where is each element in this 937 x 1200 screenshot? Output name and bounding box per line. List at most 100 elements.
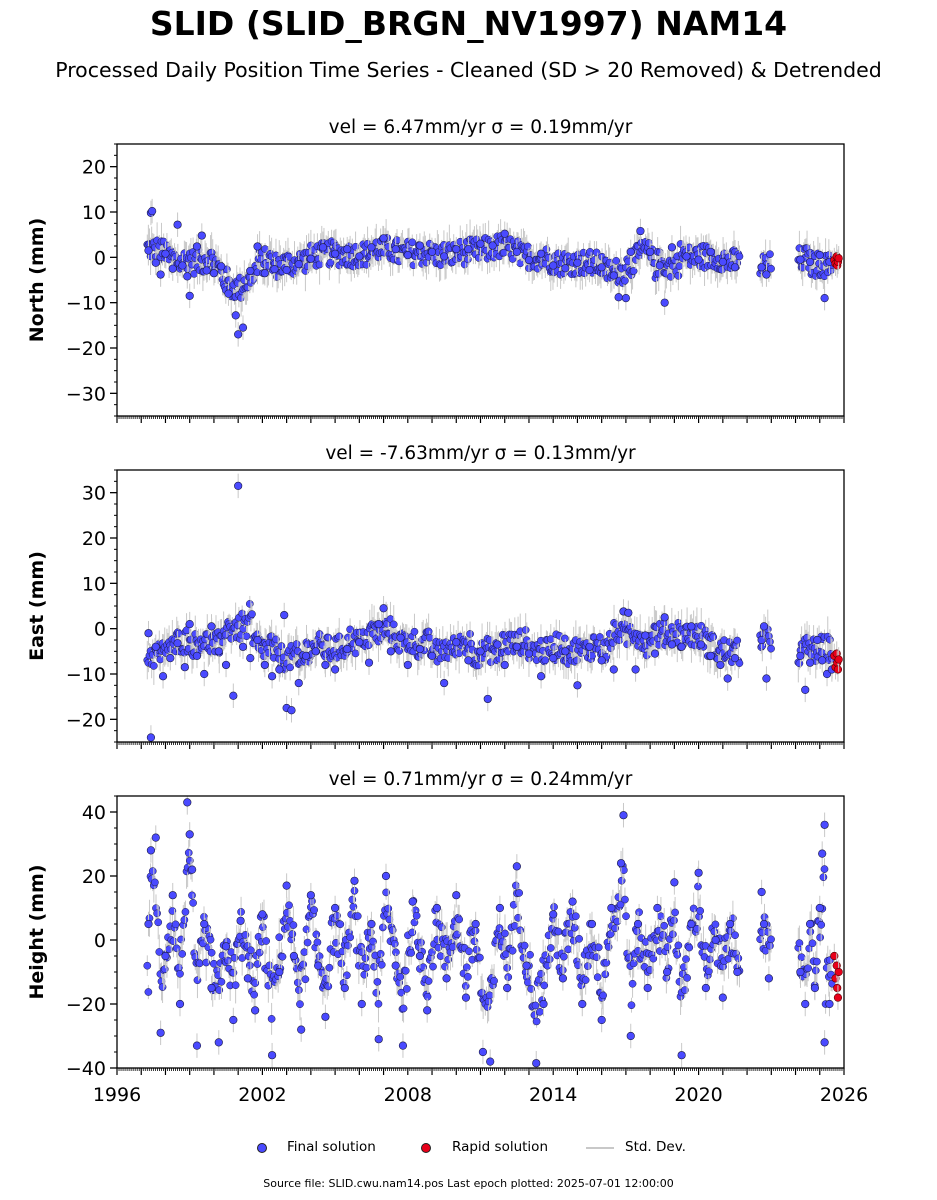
final-point [214,1038,223,1047]
final-point [493,640,502,649]
final-point [440,678,449,688]
final-point [192,651,202,660]
final-point-cloud [184,848,193,857]
final-point [818,849,827,858]
final-point [730,654,740,663]
y-tick-label: −20 [66,338,106,360]
final-point-cloud [384,904,393,913]
final-point [432,903,441,913]
final-point [696,640,706,649]
final-point-cloud [586,248,594,256]
final-point [185,830,194,839]
final-point [192,242,202,251]
final-point-cloud [364,641,373,650]
final-point [297,1025,306,1034]
final-point-cloud [324,982,333,991]
final-point-cloud [325,963,334,972]
final-point [289,951,299,961]
final-point-cloud [670,916,678,925]
final-point [609,271,618,280]
final-point [287,706,296,715]
final-point [364,658,374,667]
final-point-cloud [531,1001,540,1010]
final-point [246,654,255,663]
final-point-cloud [619,866,628,874]
final-point [209,269,219,278]
final-point-cloud [346,933,354,942]
rapid-point [834,254,843,263]
final-point [614,293,623,302]
final-point [267,1051,277,1060]
final-point [486,1057,495,1066]
final-point-cloud [154,918,163,927]
final-point-cloud [289,921,298,929]
final-point [321,660,330,670]
final-point-cloud [293,978,302,987]
final-point-cloud [633,927,641,936]
final-point-cloud [181,908,190,916]
final-point-cloud [195,959,204,968]
final-point-cloud [621,276,629,285]
final-point [626,247,635,256]
final-point [280,610,289,620]
final-point-cloud [820,865,829,873]
final-point-cloud [171,920,180,929]
final-point [682,252,691,261]
final-point [146,846,156,855]
y-tick-label: −40 [66,1058,106,1080]
y-tick-label: −10 [66,664,106,686]
final-point [757,887,766,897]
final-point [321,1012,330,1021]
final-point-cloud [575,934,583,943]
final-point [512,247,521,256]
final-point [166,654,175,663]
final-point [587,919,597,929]
final-point-cloud [242,632,251,641]
final-point-cloud [629,267,638,275]
final-point-cloud [292,640,301,648]
final-point [440,252,449,261]
final-point-cloud [673,950,682,959]
final-point [161,951,170,961]
final-point [452,245,461,254]
final-point [221,660,231,670]
final-point [471,919,480,929]
y-tick-label: −20 [66,709,106,731]
final-point [148,206,157,216]
final-point-cloud [501,929,509,938]
final-point-cloud [206,935,215,944]
final-point [374,1035,383,1044]
final-point [561,264,570,273]
final-point [217,262,226,271]
series-rapid [830,641,843,682]
final-point-cloud [659,930,667,939]
final-point [379,234,388,243]
final-point [522,961,531,970]
rapid-point [833,983,842,993]
rapid-point [830,951,839,961]
final-point [597,263,606,272]
final-point-cloud [804,964,812,973]
final-point [183,272,192,281]
final-point [173,220,182,229]
panel-title: vel = 0.71mm/yr σ = 0.24mm/yr [329,769,633,790]
final-point [158,672,168,681]
final-point [311,647,320,656]
final-point [238,323,248,332]
final-point [331,665,340,674]
final-point-cloud [315,260,324,269]
panel-title: vel = -7.63mm/yr σ = 0.13mm/yr [325,443,636,464]
y-tick-label: 10 [82,573,106,595]
final-point-cloud [813,957,821,966]
final-point [549,654,558,663]
final-point-cloud [336,920,345,929]
final-point-cloud [536,1007,544,1016]
final-point [231,311,240,320]
final-point-cloud [621,895,629,904]
final-point-cloud [424,627,433,636]
final-point [331,903,340,913]
final-point-cloud [515,889,524,897]
final-point [764,974,773,983]
final-point-cloud [554,927,563,936]
final-point-cloud [393,236,401,245]
